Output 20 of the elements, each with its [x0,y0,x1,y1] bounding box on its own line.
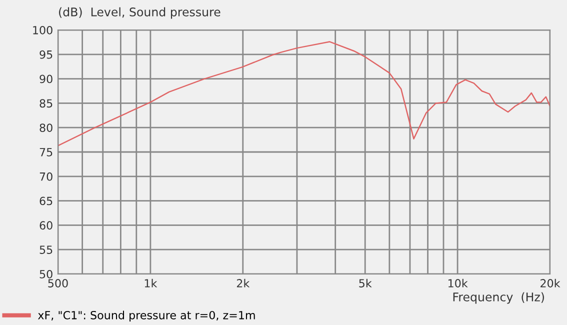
y-tick-label: 80 [40,124,52,132]
y-axis-title: (dB) Level, Sound pressure [59,7,220,19]
x-tick-label: 2k [236,278,250,288]
x-tick-label: 1k [144,278,158,288]
y-tick-label: 50 [40,270,52,278]
legend-label: xF, "C1": Sound pressure at r=0, z=1m [38,310,255,322]
y-tick-label: 100 [33,26,52,34]
x-tick-label: 20k [540,278,560,288]
x-tick-label: 500 [48,279,68,288]
x-tick-label: 5k [359,278,372,288]
x-axis-title: Frequency (Hz) [453,292,544,304]
y-tick-label: 60 [40,221,52,230]
y-tick-label: 70 [40,172,52,181]
y-tick-label: 55 [40,246,52,254]
y-tick-label: 95 [40,50,52,59]
y-tick-label: 65 [40,196,52,206]
y-tick-label: 85 [40,99,52,108]
y-tick-label: 90 [40,74,52,84]
x-tick-label: 10k [448,278,468,288]
y-tick-label: 75 [40,148,52,156]
